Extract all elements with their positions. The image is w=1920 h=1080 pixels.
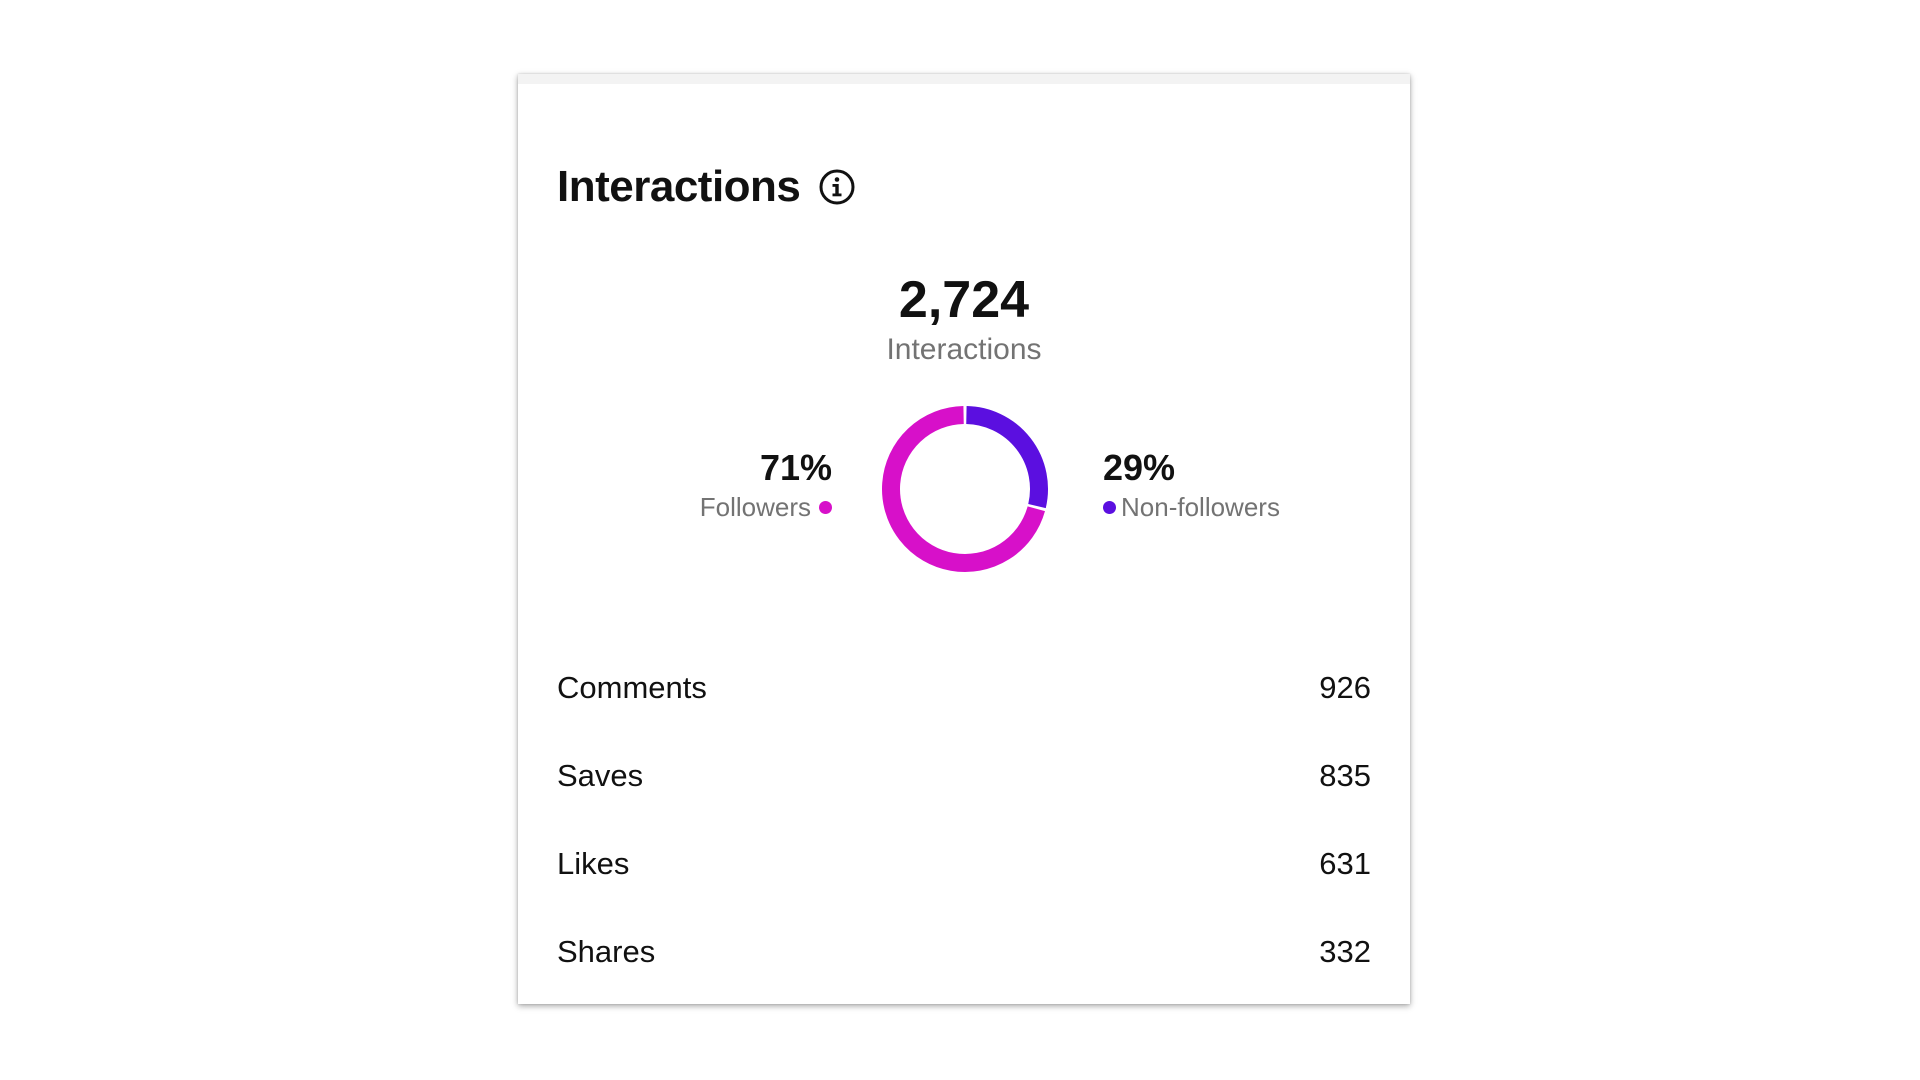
breakdown-label: Likes (557, 846, 630, 881)
breakdown-row-comments: Comments 926 (557, 644, 1371, 732)
donut-chart (880, 404, 1050, 574)
breakdown-label: Comments (557, 670, 707, 705)
followers-dot-icon (819, 500, 832, 514)
total-interactions-value: 2,724 (898, 271, 1030, 329)
card-header: Interactions (557, 162, 856, 212)
non-followers-percent: 29% (1103, 447, 1176, 488)
breakdown-label: Saves (557, 758, 644, 793)
non-followers-segment-legend: 29% Non-followers (1103, 446, 1280, 524)
breakdown-value: 926 (1319, 670, 1371, 705)
breakdown-value: 835 (1319, 758, 1371, 793)
non-followers-label: Non-followers (1121, 492, 1280, 522)
non-followers-dot-icon (1103, 500, 1116, 514)
info-icon[interactable] (818, 168, 856, 206)
card-title: Interactions (557, 162, 801, 211)
interactions-card: Interactions 2,724 Interactions 71% Foll… (518, 74, 1410, 1004)
breakdown-value: 631 (1319, 846, 1371, 881)
breakdown-row-likes: Likes 631 (557, 820, 1371, 908)
non-followers-legend-item: Non-followers (1103, 490, 1280, 524)
followers-segment-legend: 71% Followers (700, 446, 832, 524)
total-interactions-label: Interactions (886, 333, 1042, 366)
followers-label: Followers (699, 492, 811, 522)
breakdown-row-saves: Saves 835 (557, 732, 1371, 820)
followers-legend-item: Followers (700, 490, 832, 524)
interaction-breakdown-list: Comments 926 Saves 835 Likes 631 Shares … (557, 644, 1371, 996)
donut-slice-followers (882, 406, 1045, 572)
breakdown-label: Shares (557, 934, 656, 969)
donut-chart-svg (882, 406, 1048, 572)
total-summary: 2,724 Interactions (518, 270, 1410, 370)
breakdown-value: 332 (1319, 934, 1371, 969)
followers-percent: 71% (759, 447, 832, 488)
donut-slice-non-followers (965, 406, 1048, 509)
breakdown-row-shares: Shares 332 (557, 908, 1371, 996)
